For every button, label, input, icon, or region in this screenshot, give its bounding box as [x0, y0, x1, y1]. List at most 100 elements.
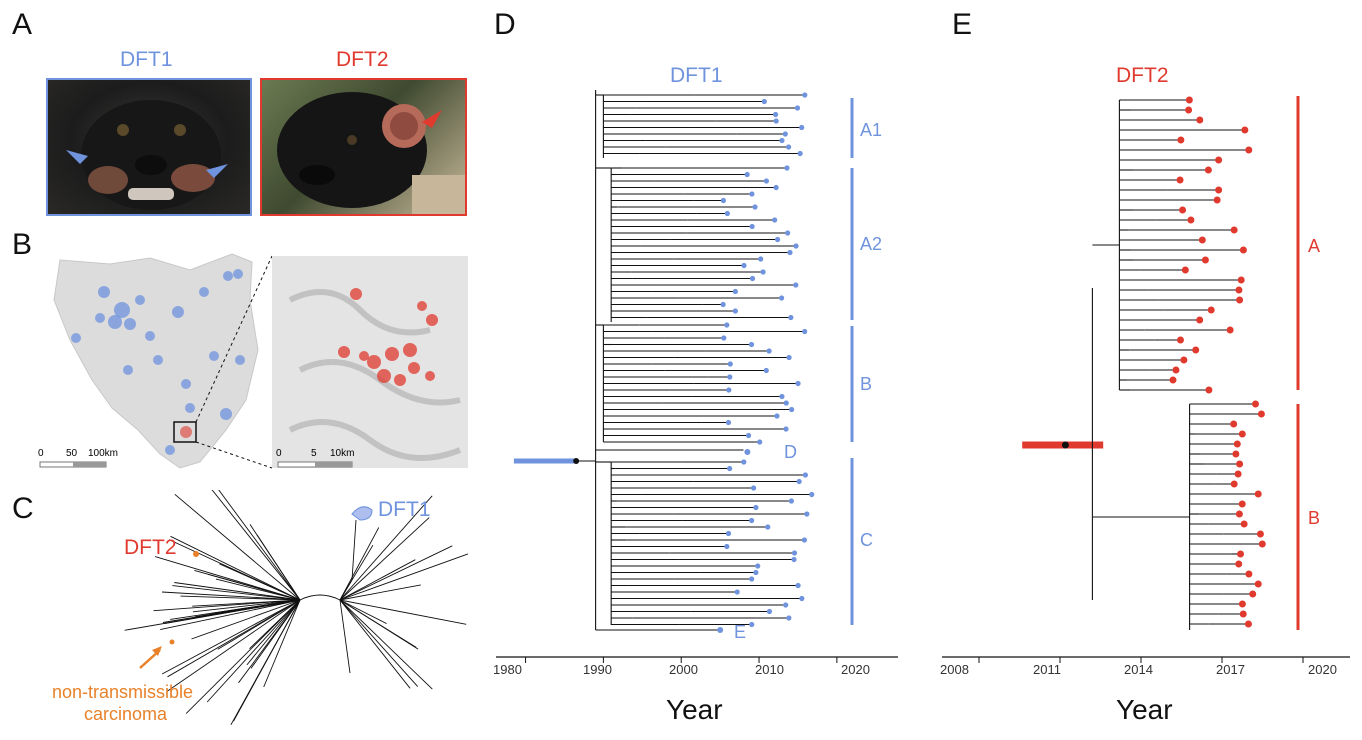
tip-e [1238, 600, 1246, 608]
tree-c-branch [166, 599, 301, 692]
tip-e [1201, 256, 1209, 264]
tree-c-branch [124, 599, 301, 631]
tip-e [1185, 96, 1193, 104]
tip-d [749, 223, 755, 230]
tip-e [1215, 156, 1223, 164]
tree-c-branch [180, 595, 301, 601]
tip-d [765, 524, 771, 530]
tip-d [793, 243, 799, 249]
tip-e [1245, 570, 1253, 578]
panel-c-letter: C [12, 492, 34, 525]
tree-c-branch [246, 599, 301, 666]
tip-d [772, 217, 778, 223]
x-label-d: Year [666, 694, 723, 725]
tree-c-branch [172, 585, 301, 601]
tick-e-2011: 2011 [1033, 662, 1061, 677]
tip-d [725, 419, 732, 426]
tick-d-1980: 1980 [493, 662, 522, 677]
tree-c-branch [211, 490, 301, 601]
tree-c-branch [170, 535, 301, 601]
panel-e-title: DFT2 [1116, 64, 1169, 87]
tip-d [724, 322, 730, 328]
tree-c-branch [339, 527, 380, 601]
tip-d [724, 210, 730, 217]
tip-e [717, 627, 724, 633]
tip-d [779, 137, 785, 144]
tip-d [783, 400, 789, 406]
clade-d: D [784, 442, 797, 462]
tree-c-branch [192, 599, 301, 613]
tip-d [809, 491, 815, 498]
tip-e [1215, 186, 1223, 194]
dft1-devil-illustration [66, 100, 228, 210]
scale-left-50: 50 [66, 448, 78, 459]
dft2-tree-chart [942, 96, 1350, 663]
x-label-e: Year [1116, 694, 1173, 725]
tip-d [758, 256, 764, 262]
tree-c-branch [339, 517, 430, 601]
tip-d [766, 348, 772, 354]
tree-c-branch [191, 599, 301, 640]
tree-c-branch [339, 599, 411, 689]
tip-d [779, 393, 785, 400]
dft2-devil-photo [260, 78, 467, 216]
tip-e [1226, 326, 1234, 334]
panel-b-letter: B [12, 228, 33, 261]
tree-c-branch [160, 599, 301, 631]
tip-e [1235, 286, 1243, 294]
tip-e [1244, 620, 1252, 628]
tip-d [786, 615, 792, 621]
tip-d [804, 511, 810, 517]
tree-c-branch [174, 493, 301, 601]
tip-d [785, 230, 791, 236]
tip-e [1239, 610, 1247, 618]
tip-e [1196, 316, 1204, 324]
tree-c-branch [339, 599, 387, 625]
tree-c-branch [238, 599, 301, 684]
tree-c-branch [230, 599, 301, 726]
tree-c-branch [185, 599, 301, 714]
tip-e [1237, 276, 1245, 284]
panel-a-dft2-title: DFT2 [336, 48, 389, 71]
tip-e [1251, 400, 1259, 408]
tip-d [785, 144, 792, 150]
carcinoma-label-2: carcinoma [84, 704, 168, 724]
tip-d [791, 550, 798, 556]
tree-c-branch [339, 584, 421, 601]
tip-e [1238, 500, 1246, 508]
tick-d-2010: 2010 [755, 662, 784, 677]
tip-d [787, 249, 793, 256]
panel-a-dft1-title: DFT1 [120, 48, 173, 71]
tip-d [720, 197, 726, 204]
tip-d [741, 459, 747, 465]
unrooted-tree [124, 490, 469, 726]
tip-d [801, 537, 807, 543]
tick-e-2014: 2014 [1124, 662, 1153, 677]
clade-a1: A1 [860, 120, 883, 140]
tip-d [749, 517, 755, 524]
tip-d [794, 105, 801, 111]
tip-d [748, 341, 755, 348]
tree-c-branch [339, 545, 453, 601]
tip-e [1236, 296, 1244, 304]
tree-c-branch [339, 544, 374, 601]
tip-e [1187, 216, 1195, 224]
tip-d [791, 556, 797, 563]
tip-d [796, 478, 802, 485]
tip-e [1180, 356, 1188, 364]
tree-c-branch [249, 524, 301, 601]
tip-d [755, 563, 761, 569]
dft1-tree-chart [496, 90, 898, 663]
tip-d [793, 282, 799, 288]
tip-d [788, 498, 794, 504]
panel-d-letter: D [494, 8, 516, 41]
tip-d [773, 118, 779, 124]
tree-c-branch [339, 599, 467, 625]
tree-c-branch [339, 495, 433, 601]
scale-left-0: 0 [38, 448, 44, 459]
tip-d [749, 576, 755, 582]
tip-e [1245, 146, 1253, 154]
clade-e-a: A [1308, 236, 1321, 256]
tip-e [1234, 470, 1242, 478]
tip-e [1207, 306, 1215, 314]
